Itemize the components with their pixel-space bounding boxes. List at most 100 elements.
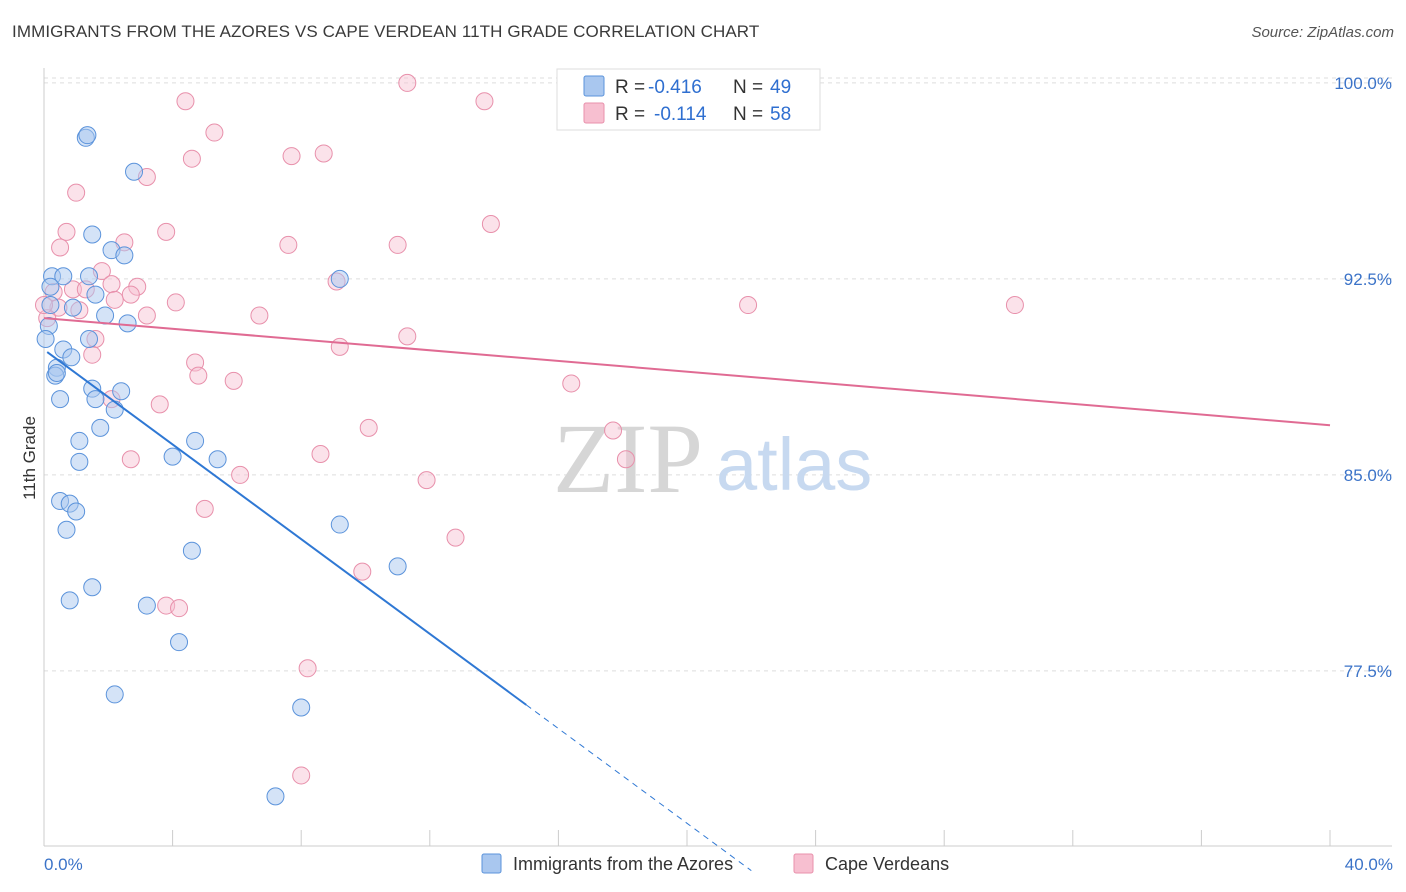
data-point-cape-verdeans — [417, 471, 436, 490]
legend-r-value-cape-verdeans: -0.114 — [654, 104, 707, 125]
data-point-azores — [330, 269, 349, 288]
data-point-azores — [330, 515, 349, 534]
data-point-cape-verdeans — [359, 418, 378, 437]
data-point-azores — [78, 126, 97, 145]
series-legend: Immigrants from the Azores Cape Verdeans — [481, 853, 949, 874]
x-tick-label: 0.0% — [44, 855, 83, 874]
data-point-cape-verdeans — [105, 290, 124, 309]
data-point-azores — [60, 591, 79, 610]
data-point-cape-verdeans — [398, 73, 417, 92]
data-point-azores — [41, 296, 60, 315]
bottom-legend-label-cape-verdeans[interactable]: Cape Verdeans — [825, 854, 949, 874]
legend-n-value-cape-verdeans: 58 — [770, 104, 791, 125]
data-point-azores — [186, 431, 205, 450]
data-point-cape-verdeans — [446, 528, 465, 547]
data-point-azores — [67, 502, 86, 521]
legend-n-label-cape-verdeans: N = — [733, 104, 763, 125]
data-point-azores — [163, 447, 182, 466]
data-point-cape-verdeans — [137, 306, 156, 325]
bottom-legend-swatch-azores[interactable] — [481, 853, 502, 874]
data-point-cape-verdeans — [121, 285, 140, 304]
watermark-zip: ZIP — [553, 403, 703, 514]
data-point-azores — [208, 450, 227, 469]
data-point-cape-verdeans — [205, 123, 224, 142]
data-point-azores — [80, 330, 99, 349]
legend-n-value-azores: 49 — [770, 77, 791, 98]
legend-r-label-azores: R = — [615, 77, 645, 98]
data-point-azores — [91, 418, 110, 437]
data-point-cape-verdeans — [279, 235, 298, 254]
data-point-cape-verdeans — [398, 327, 417, 346]
data-point-cape-verdeans — [176, 92, 195, 111]
stats-legend: R = -0.416 N = 49 R = -0.114 N = 58 — [556, 68, 821, 131]
data-point-cape-verdeans — [562, 374, 581, 393]
data-point-azores — [118, 314, 137, 333]
data-point-cape-verdeans — [231, 465, 250, 484]
data-point-azores — [86, 390, 105, 409]
data-point-azores — [57, 520, 76, 539]
bottom-legend-swatch-cape-verdeans[interactable] — [793, 853, 814, 874]
data-point-cape-verdeans — [292, 766, 311, 785]
series-azores — [36, 126, 407, 806]
data-point-cape-verdeans — [166, 293, 185, 312]
y-tick-label: 77.5% — [1344, 662, 1392, 681]
data-point-azores — [63, 298, 82, 317]
y-axis-title: 11th Grade — [20, 416, 39, 500]
y-tick-label: 92.5% — [1344, 270, 1392, 289]
data-point-cape-verdeans — [616, 450, 635, 469]
data-point-azores — [36, 330, 55, 349]
data-point-azores — [96, 306, 115, 325]
data-point-cape-verdeans — [121, 450, 140, 469]
legend-r-label-cape-verdeans: R = — [615, 104, 645, 125]
data-point-azores — [115, 246, 134, 265]
x-tick-label: 40.0% — [1345, 855, 1393, 874]
data-point-cape-verdeans — [604, 421, 623, 440]
data-point-cape-verdeans — [311, 445, 330, 463]
data-point-azores — [388, 557, 407, 576]
data-point-cape-verdeans — [388, 235, 407, 254]
data-point-azores — [292, 698, 311, 717]
legend-swatch-cape-verdeans — [583, 102, 605, 124]
data-point-cape-verdeans — [475, 92, 494, 111]
data-point-cape-verdeans — [83, 345, 102, 364]
data-point-cape-verdeans — [1005, 296, 1024, 315]
data-point-cape-verdeans — [150, 395, 169, 414]
data-point-azores — [112, 382, 131, 401]
legend-swatch-azores — [583, 75, 605, 97]
data-point-azores — [170, 633, 189, 652]
data-point-azores — [70, 431, 89, 450]
data-point-azores — [182, 541, 201, 560]
series-cape-verdeans — [35, 73, 1024, 785]
data-point-azores — [62, 348, 81, 367]
data-point-cape-verdeans — [189, 366, 208, 385]
data-point-cape-verdeans — [298, 659, 317, 678]
trendline-azores-extension — [525, 704, 752, 872]
source-label: Source: ZipAtlas.com — [1251, 24, 1394, 41]
data-point-cape-verdeans — [224, 371, 243, 390]
data-point-azores — [83, 225, 102, 244]
data-point-cape-verdeans — [250, 306, 269, 325]
bottom-legend-label-azores[interactable]: Immigrants from the Azores — [513, 854, 733, 874]
chart-title: IMMIGRANTS FROM THE AZORES VS CAPE VERDE… — [12, 22, 760, 41]
data-point-cape-verdeans — [63, 280, 82, 299]
data-point-cape-verdeans — [157, 222, 176, 241]
data-point-azores — [41, 277, 60, 296]
trendline-azores — [46, 351, 527, 706]
data-point-cape-verdeans — [67, 183, 86, 202]
data-point-azores — [80, 267, 99, 286]
data-point-azores — [266, 787, 285, 806]
axes: 77.5% 85.0% 92.5% 100.0% 0.0% 40.0% — [43, 68, 1393, 874]
trendlines — [43, 317, 1331, 872]
data-point-cape-verdeans — [195, 499, 214, 518]
data-point-cape-verdeans — [51, 238, 70, 257]
legend-n-label-azores: N = — [733, 77, 763, 98]
data-point-azores — [51, 390, 70, 409]
trendline-cape-verdeans — [43, 317, 1331, 427]
y-tick-label: 100.0% — [1334, 74, 1392, 93]
y-tick-label: 85.0% — [1344, 466, 1392, 485]
data-point-cape-verdeans — [170, 599, 189, 618]
data-point-azores — [125, 162, 144, 181]
data-point-azores — [86, 285, 105, 304]
watermark-atlas: atlas — [716, 423, 872, 506]
